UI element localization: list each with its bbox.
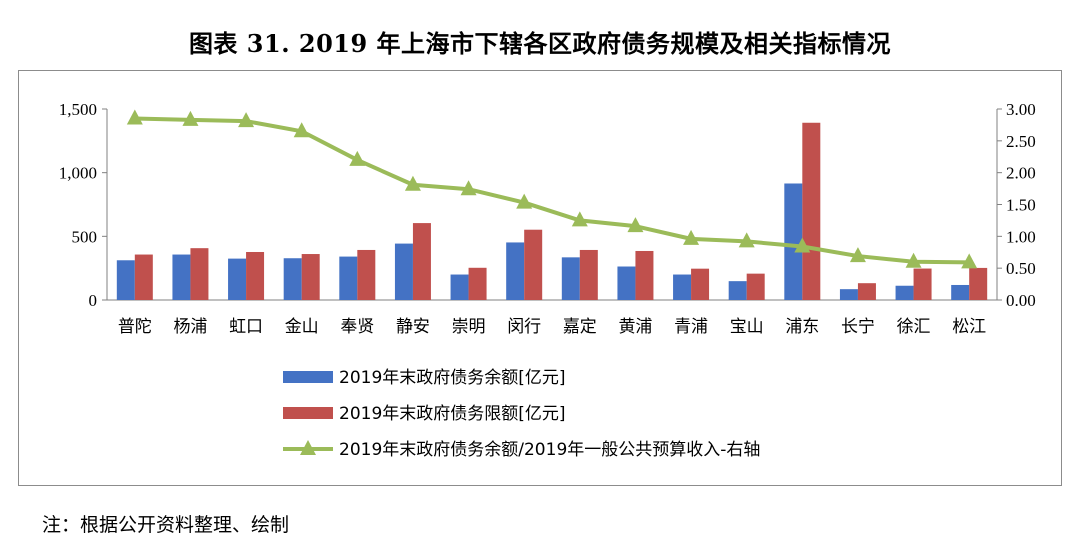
ratio-point	[905, 252, 922, 268]
bar-debt-limit	[579, 249, 598, 300]
ratio-point	[404, 175, 421, 191]
legend-label: 2019年末政府债务限额[亿元]	[339, 404, 566, 424]
x-tick-label: 嘉定	[563, 317, 597, 337]
bar-debt-limit	[857, 283, 876, 300]
bar-debt-balance	[339, 256, 358, 300]
x-tick-label: 静安	[396, 317, 430, 337]
bar-debt-balance	[172, 254, 191, 300]
x-tick-label: 徐汇	[897, 317, 931, 337]
bar-debt-limit	[468, 267, 487, 300]
x-tick-label: 长宁	[841, 317, 875, 337]
bar-debt-balance	[673, 274, 692, 300]
x-tick-label: 黄浦	[618, 317, 652, 337]
y-right-tick-label: 0.00	[1006, 291, 1036, 310]
y-right-tick-label: 1.00	[1006, 227, 1036, 246]
bar-debt-balance	[450, 274, 469, 300]
bar-debt-balance	[394, 243, 413, 300]
y-right-tick-label: 0.50	[1006, 259, 1036, 278]
bar-debt-balance	[839, 289, 858, 300]
x-tick-label: 松江	[952, 317, 986, 337]
ratio-point	[349, 150, 366, 166]
chart: 0 500 1,000 1,500 0.00 0.50 1.00 1.50 2.00 2.50 3.…	[59, 100, 1036, 460]
ratio-point	[683, 229, 700, 245]
x-tick-label: 普陀	[118, 317, 152, 337]
bar-debt-balance	[617, 266, 636, 300]
page-title: 图表 31. 2019 年上海市下辖各区政府债务规模及相关指标情况	[188, 29, 892, 58]
bar-debt-limit	[691, 268, 710, 300]
ratio-point	[516, 193, 533, 209]
x-tick-label: 金山	[285, 317, 319, 337]
x-tick-label: 虹口	[229, 317, 263, 337]
chart-frame: 0 500 1,000 1,500 0.00 0.50 1.00 1.50 2.00 2.50 3.…	[18, 70, 1062, 486]
bar-debt-limit	[635, 250, 654, 300]
ratio-point	[627, 217, 644, 233]
x-tick-label: 奉贤	[340, 317, 374, 337]
bar-debt-limit	[134, 254, 153, 300]
x-tick-label: 青浦	[674, 317, 708, 337]
bar-debt-balance	[116, 260, 135, 300]
bar-debt-balance	[506, 242, 525, 300]
y-left-tick-label: 1,000	[59, 164, 97, 183]
legend-swatch	[283, 371, 333, 383]
bar-debt-limit	[913, 268, 932, 300]
y-right-tick-label: 2.00	[1006, 164, 1036, 183]
legend-label: 2019年末政府债务余额/2019年一般公共预算收入-右轴	[339, 440, 760, 460]
bar-debt-limit	[190, 248, 209, 300]
ratio-point	[849, 247, 866, 263]
x-tick-label: 宝山	[730, 317, 764, 337]
bar-debt-balance	[784, 183, 803, 300]
bar-debt-limit	[357, 249, 376, 300]
ratio-point	[571, 211, 588, 227]
bar-debt-limit	[524, 229, 543, 300]
legend-swatch	[283, 407, 333, 419]
bar-debt-balance	[895, 285, 914, 300]
x-tick-label: 崇明	[452, 317, 486, 337]
ratio-point	[794, 237, 811, 253]
bar-debt-balance	[728, 281, 747, 300]
y-right-tick-label: 2.50	[1006, 132, 1036, 151]
x-tick-label: 闵行	[507, 317, 541, 337]
source-note: 注：根据公开资料整理、绘制	[42, 514, 290, 536]
ratio-point	[738, 232, 755, 248]
bar-debt-balance	[561, 257, 580, 300]
ratio-point	[293, 122, 310, 138]
bar-debt-limit	[969, 267, 988, 300]
ratio-point	[460, 180, 477, 196]
y-right-tick-label: 3.00	[1006, 100, 1036, 119]
ratio-line	[134, 116, 970, 265]
bar-debt-limit	[412, 223, 431, 300]
bar-debt-limit	[802, 122, 821, 300]
legend-marker	[300, 440, 316, 455]
ratio-point	[182, 110, 199, 126]
y-left-tick-label: 500	[72, 227, 98, 246]
y-left-tick-label: 0	[89, 291, 98, 310]
bar-debt-limit	[246, 251, 265, 300]
bar-debt-limit	[746, 273, 765, 300]
x-tick-label: 浦东	[785, 317, 819, 337]
ratio-point	[126, 109, 143, 125]
bar-debt-balance	[951, 284, 970, 300]
bar-debt-limit	[301, 254, 320, 300]
y-left-tick-label: 1,500	[59, 100, 97, 119]
bar-debt-balance	[228, 258, 247, 300]
y-right-tick-label: 1.50	[1006, 196, 1036, 215]
ratio-point	[238, 112, 255, 128]
x-tick-label: 杨浦	[173, 317, 207, 337]
bar-debt-balance	[283, 258, 302, 300]
ratio-point	[961, 253, 978, 269]
legend-label: 2019年末政府债务余额[亿元]	[339, 368, 566, 388]
